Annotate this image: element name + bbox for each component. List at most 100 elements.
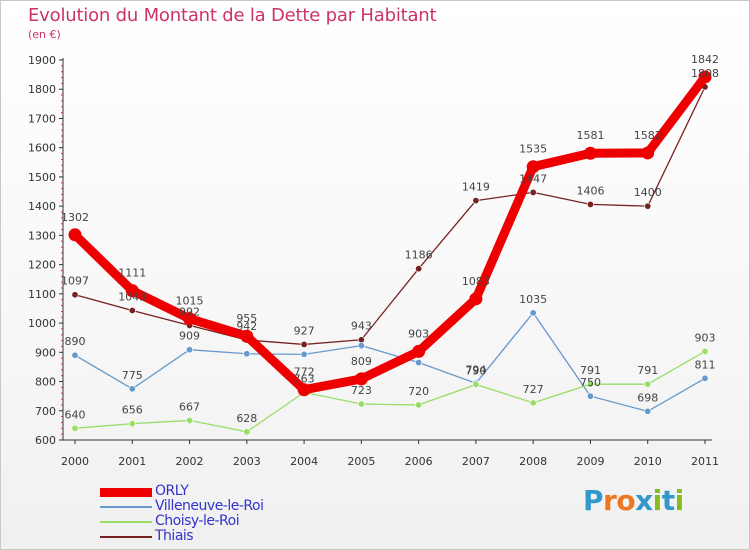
x-tick-label: 2011 xyxy=(691,455,719,468)
data-label: 1043 xyxy=(118,291,146,304)
data-label: 811 xyxy=(695,358,716,371)
data-point xyxy=(243,428,251,436)
data-label: 720 xyxy=(408,385,429,398)
legend-swatch xyxy=(100,536,152,538)
legend-swatch xyxy=(100,487,152,497)
data-label: 809 xyxy=(351,355,372,368)
chart-title: Evolution du Montant de la Dette par Hab… xyxy=(28,5,437,26)
logo-letter: x xyxy=(635,484,653,517)
chart-subtitle: (en €) xyxy=(28,28,61,41)
series-line-orly xyxy=(70,72,710,395)
data-point xyxy=(701,374,709,382)
logo-letter: o xyxy=(616,484,636,517)
data-point xyxy=(71,291,79,299)
data-label: 628 xyxy=(236,412,257,425)
legend-swatch xyxy=(100,506,152,508)
data-point xyxy=(186,346,194,354)
y-tick-label: 1100 xyxy=(28,288,56,301)
y-tick-label: 1800 xyxy=(28,83,56,96)
series-line-villeneuve-le-roi xyxy=(74,312,706,413)
data-point xyxy=(586,392,594,400)
data-point xyxy=(415,359,423,367)
data-label: 1842 xyxy=(691,53,719,66)
data-point xyxy=(68,228,82,242)
data-label: 927 xyxy=(294,324,315,337)
data-label: 890 xyxy=(65,335,86,348)
data-label: 955 xyxy=(236,312,257,325)
data-label: 667 xyxy=(179,400,200,413)
legend-label: Thiais xyxy=(155,528,194,544)
data-point xyxy=(71,351,79,359)
data-point xyxy=(529,309,537,317)
data-point xyxy=(526,160,540,174)
data-point xyxy=(128,385,136,393)
data-point xyxy=(701,347,709,355)
y-tick-label: 800 xyxy=(35,376,56,389)
logo-letter: i xyxy=(674,484,685,517)
data-point xyxy=(412,344,426,358)
data-label: 1406 xyxy=(576,184,604,197)
data-point xyxy=(644,380,652,388)
data-label: 750 xyxy=(580,376,601,389)
data-label: 1581 xyxy=(576,129,604,142)
data-label: 1419 xyxy=(462,181,490,194)
data-point xyxy=(698,70,712,84)
data-point xyxy=(586,200,594,208)
data-point xyxy=(583,146,597,160)
data-label: 775 xyxy=(122,369,143,382)
data-point xyxy=(357,336,365,344)
data-point xyxy=(529,188,537,196)
data-label: 1400 xyxy=(634,186,662,199)
data-label: 992 xyxy=(179,305,200,318)
data-point xyxy=(243,350,251,358)
data-label: 727 xyxy=(523,383,544,396)
logo-letter: P xyxy=(583,484,604,517)
x-tick-label: 2005 xyxy=(347,455,375,468)
x-tick-label: 2006 xyxy=(405,455,433,468)
logo-letter: t xyxy=(661,484,675,517)
data-point xyxy=(641,146,655,160)
data-point xyxy=(128,420,136,428)
data-label: 942 xyxy=(236,320,257,333)
x-tick-label: 2008 xyxy=(519,455,547,468)
data-point xyxy=(297,383,311,397)
proxiti-logo: Proxiti xyxy=(583,484,684,517)
data-label: 1808 xyxy=(691,67,719,80)
data-point xyxy=(469,292,483,306)
data-point xyxy=(240,329,254,343)
series-line-choisy-le-roi xyxy=(74,350,706,433)
data-label: 1111 xyxy=(118,267,146,280)
data-label: 1535 xyxy=(519,143,547,156)
y-tick-label: 1600 xyxy=(28,142,56,155)
data-point xyxy=(586,380,594,388)
legend-swatch xyxy=(100,521,152,523)
data-point xyxy=(415,401,423,409)
data-point xyxy=(644,202,652,210)
data-label: 1097 xyxy=(61,275,89,288)
y-tick-label: 1000 xyxy=(28,317,56,330)
data-label: 698 xyxy=(637,391,658,404)
data-label: 794 xyxy=(465,363,486,376)
data-point xyxy=(354,372,368,386)
x-tick-label: 2007 xyxy=(462,455,490,468)
data-label: 943 xyxy=(351,320,372,333)
data-label: 903 xyxy=(408,327,429,340)
x-tick-label: 2009 xyxy=(576,455,604,468)
data-point xyxy=(357,342,365,350)
y-tick-label: 1200 xyxy=(28,259,56,272)
data-point xyxy=(644,407,652,415)
data-point xyxy=(125,284,139,298)
data-point xyxy=(300,340,308,348)
data-point xyxy=(71,424,79,432)
data-point xyxy=(186,416,194,424)
data-point xyxy=(529,399,537,407)
data-label: 1015 xyxy=(176,295,204,308)
y-tick-label: 1500 xyxy=(28,171,56,184)
data-point xyxy=(128,307,136,315)
data-label: 640 xyxy=(65,408,86,421)
data-label: 790 xyxy=(465,364,486,377)
logo-letter: r xyxy=(603,484,617,517)
data-label: 772 xyxy=(294,366,315,379)
